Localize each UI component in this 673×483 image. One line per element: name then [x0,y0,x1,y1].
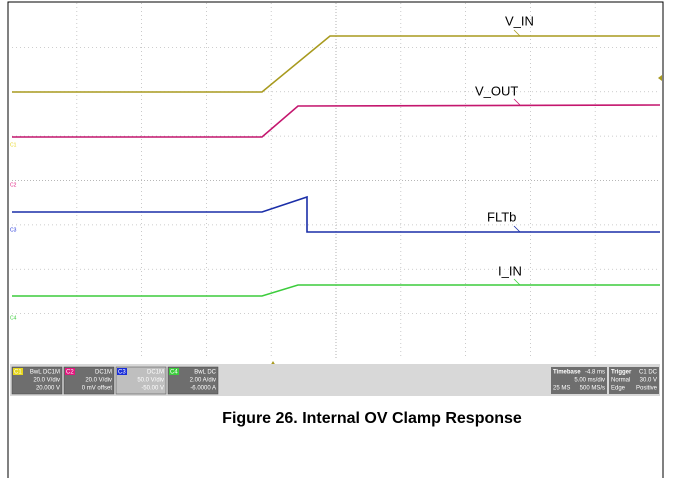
channel-marker: C4 [10,315,17,321]
channel-tag [117,368,127,375]
channel-scale: 20.0 V/div [85,378,112,384]
channel-coupling: BwL DC [194,370,216,376]
channel-offset: -50.00 V [141,386,164,392]
channel-coupling: DC1M [95,370,112,376]
frame [7,1,664,478]
label-leader [513,278,521,286]
timebase-delay: -4.8 ms [585,370,605,376]
trace-label: I_IN [498,263,522,278]
trigger-mode: Normal [611,378,630,384]
trigger-type: Edge [611,386,626,392]
trace-v-in [12,35,660,93]
trace-i-in [12,284,660,297]
channel-offset: -6.0000 A [190,386,216,392]
label-leader [513,29,521,37]
channel-offset: 0 mV offset [82,386,113,392]
timebase-title: Timebase [553,370,581,376]
timebase-box [551,367,607,394]
channel-scale: 20.0 V/div [33,378,60,384]
trace-v-out [12,104,661,138]
channel-coupling: DC1M [147,370,164,376]
channel-marker: C2 [10,182,17,188]
trace-label: V_OUT [475,83,518,98]
channel-tag [13,368,23,375]
channel-coupling: BwL DC1M [30,370,60,376]
trace-label: FLTb [487,209,516,224]
channel-offset: 20.000 V [36,386,60,392]
channel-tag [169,368,179,375]
scope-grid [12,3,660,358]
channel-name: C1 [14,370,22,376]
caption: Figure 26. Internal OV Clamp Response [222,410,522,427]
trigger-box [609,367,659,394]
trace-label: V_IN [505,13,534,28]
channel-marker: C1 [10,142,17,148]
trigger-slope: Positive [636,386,658,392]
channel-name: C3 [118,370,126,376]
channel-name: C2 [66,370,74,376]
timebase-scale: 5.00 ms/div [574,378,605,384]
timebase-rate: 500 MS/s [580,386,605,392]
trigger-title: Trigger [611,370,632,376]
trigger-level: 30.0 V [640,378,657,384]
trigger-marker [658,75,662,81]
label-leader [513,225,521,233]
channel-marker: C3 [10,227,17,233]
trigger-source: C1 DC [639,370,658,376]
timebase-samples: 25 MS [553,386,570,392]
channel-scale: 2.00 A/div [190,378,216,384]
channel-name: C4 [170,370,178,376]
label-leader [513,98,521,106]
channel-scale: 50.0 V/div [137,378,164,384]
trace-fltb [12,195,660,233]
channel-tag [65,368,75,375]
